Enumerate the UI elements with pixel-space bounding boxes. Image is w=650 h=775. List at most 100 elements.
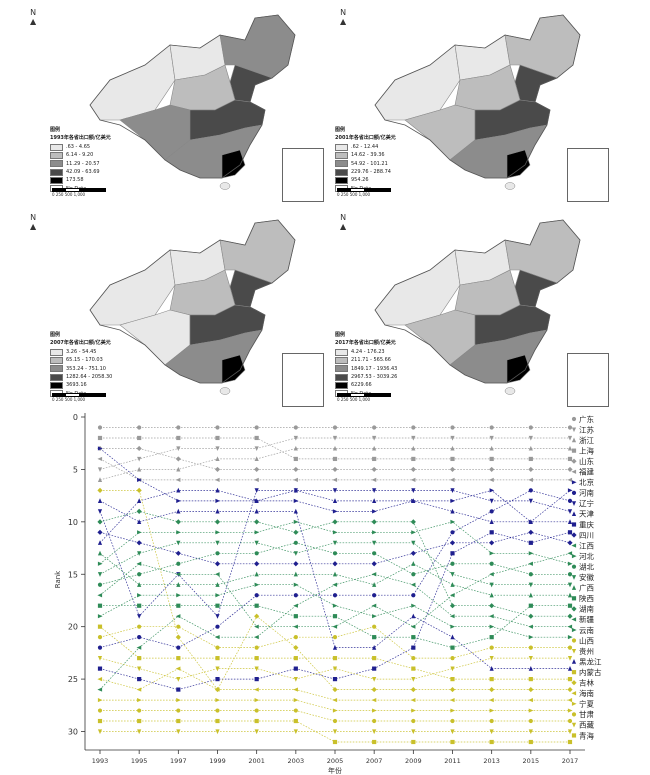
- data-point: [528, 572, 533, 577]
- data-point: [137, 656, 142, 661]
- data-point: [176, 561, 181, 566]
- data-point: [567, 572, 573, 577]
- legend-class: 11.29 - 20.57: [66, 160, 100, 167]
- data-point: [97, 645, 103, 650]
- data-point: [254, 446, 259, 452]
- legend-swatch: [335, 365, 348, 373]
- data-point: [176, 446, 181, 452]
- series-贵州: [97, 656, 573, 682]
- data-point: [567, 624, 573, 629]
- legend-label: 青海: [579, 730, 594, 740]
- legend-label: 浙江: [579, 435, 594, 445]
- data-point: [97, 656, 103, 661]
- data-point: [567, 561, 573, 566]
- data-point: [528, 445, 533, 451]
- legend-title: 2017年各省出口额/亿美元: [335, 340, 396, 347]
- data-point: [567, 718, 573, 724]
- series-安徽: [97, 540, 573, 588]
- series-line: [99, 490, 571, 648]
- data-point: [528, 603, 533, 608]
- data-point: [254, 624, 259, 629]
- data-point: [215, 603, 220, 608]
- data-point: [411, 435, 416, 441]
- x-tick-label: 1999: [209, 757, 226, 765]
- legend-label: 图例: [335, 332, 346, 338]
- data-point: [97, 708, 103, 713]
- data-point: [176, 624, 181, 629]
- legend-class: 6229.66: [351, 382, 372, 389]
- data-point: [293, 656, 298, 661]
- legend-label: 上海: [579, 445, 594, 455]
- south-china-sea-inset: [567, 148, 609, 202]
- x-tick-label: 2001: [248, 757, 265, 765]
- data-point: [214, 635, 220, 640]
- data-point: [411, 425, 416, 430]
- data-point: [450, 561, 455, 566]
- data-point: [332, 708, 338, 713]
- data-point: [372, 624, 377, 629]
- legend-label: 图例: [335, 127, 346, 133]
- data-point: [571, 701, 577, 706]
- data-point: [372, 645, 377, 650]
- data-point: [372, 435, 377, 441]
- data-point: [215, 666, 220, 672]
- data-point: [254, 676, 259, 682]
- data-point: [450, 572, 455, 577]
- data-point: [567, 729, 573, 735]
- data-point: [450, 582, 455, 587]
- data-point: [372, 718, 377, 724]
- data-point: [372, 488, 377, 493]
- data-point: [176, 603, 181, 608]
- data-point: [214, 687, 220, 692]
- legend-label: 新疆: [579, 614, 594, 624]
- x-tick-label: 1995: [131, 757, 148, 765]
- data-point: [567, 551, 573, 556]
- data-point: [449, 614, 455, 619]
- data-point: [293, 540, 298, 545]
- data-point: [528, 635, 534, 640]
- data-point: [332, 656, 338, 661]
- data-point: [571, 691, 577, 696]
- legend-swatch: [335, 143, 348, 151]
- data-point: [528, 551, 534, 556]
- series-河北: [97, 519, 573, 566]
- data-point: [371, 603, 377, 608]
- south-china-sea-inset: [282, 148, 324, 202]
- data-point: [332, 697, 338, 703]
- data-point: [489, 676, 494, 682]
- data-point: [410, 477, 416, 483]
- data-point: [411, 613, 416, 619]
- data-point: [293, 708, 298, 713]
- data-point: [137, 582, 142, 587]
- data-point: [489, 498, 494, 504]
- data-point: [567, 656, 573, 661]
- data-point: [489, 708, 495, 713]
- x-tick-label: 1997: [170, 757, 187, 765]
- data-point: [97, 593, 103, 598]
- data-point: [449, 477, 455, 483]
- data-point: [137, 519, 142, 524]
- legend-label: 河南: [579, 488, 594, 498]
- series-海南: [97, 666, 573, 703]
- data-point: [372, 593, 377, 598]
- data-point: [175, 666, 181, 671]
- data-point: [450, 551, 455, 556]
- north-arrow-icon: N ▲: [340, 213, 347, 231]
- legend-swatch: [335, 348, 348, 356]
- data-point: [97, 718, 103, 724]
- data-point: [528, 488, 533, 493]
- data-point: [528, 582, 533, 588]
- data-point: [176, 729, 181, 735]
- data-point: [215, 614, 220, 619]
- data-point: [254, 666, 259, 672]
- data-point: [528, 592, 533, 598]
- data-point: [137, 551, 142, 556]
- data-point: [215, 425, 220, 430]
- legend-class: 54.92 - 101.21: [351, 160, 388, 167]
- data-point: [97, 529, 103, 535]
- map-panel-2001: N ▲ 图例 2001年各省出口额/亿美元 .62 - 12.44 14.62 -…: [325, 0, 650, 202]
- data-point: [571, 554, 577, 559]
- data-point: [293, 676, 298, 682]
- map-panel-2007: N ▲ 图例 2007年各省出口额/亿美元 3.26 - 54.45 65.15 …: [0, 205, 325, 407]
- data-point: [293, 635, 298, 640]
